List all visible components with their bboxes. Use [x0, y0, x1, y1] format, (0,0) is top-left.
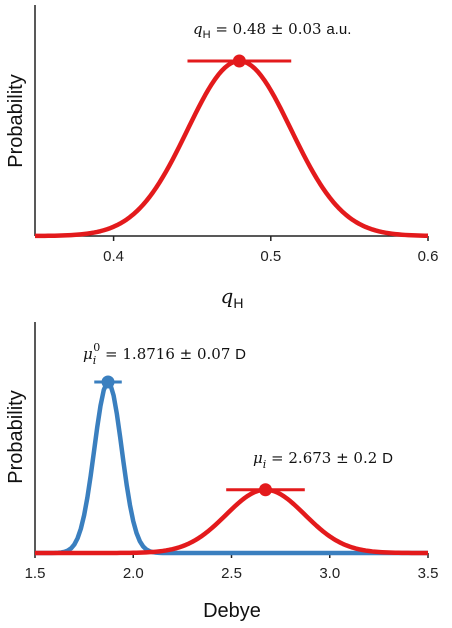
annotation-red-unit: D — [382, 450, 393, 467]
annotation-red-symbol: μ — [253, 449, 263, 467]
x-tick-label: 2.5 — [221, 565, 242, 582]
annotation-blue-value: = 1.8716 ± 0.07 — [100, 345, 235, 363]
annotation-red-value: = 2.673 ± 0.2 — [266, 449, 382, 467]
top-annotation-subscript: H — [203, 29, 211, 41]
top-annotation: qH = 0.48 ± 0.03 a.u. — [193, 20, 351, 41]
annotation-blue-superscript: 0 — [93, 341, 100, 354]
bottom-y-axis-title: Probability — [5, 390, 27, 483]
bottom-blue-mean-point — [101, 375, 115, 389]
x-tick-label: 3.5 — [418, 565, 439, 582]
top-annotation-value: = 0.48 ± 0.03 — [211, 20, 327, 38]
x-tick-label: 3.0 — [319, 565, 340, 582]
top-x-axis-symbol: q — [221, 284, 234, 308]
top-panel: 0.4 0.5 0.6 Probability qH qH = 0.48 ± 0.0… — [5, 5, 438, 311]
annotation-blue-subscript: i — [93, 354, 97, 367]
bottom-x-axis-title: Debye — [203, 600, 261, 622]
top-series-curve — [34, 58, 429, 239]
top-annotation-unit: a.u. — [326, 21, 351, 38]
bottom-annotation-red: μi = 2.673 ± 0.2 D — [253, 449, 393, 471]
bottom-annotation-blue: μi0 = 1.8716 ± 0.07 D — [83, 341, 246, 367]
bottom-x-tick-labels: 1.5 2.0 2.5 3.0 3.5 — [25, 565, 439, 582]
bottom-red-mean-point — [258, 483, 272, 497]
annotation-blue-unit: D — [235, 346, 246, 363]
bottom-series-blue-curve — [35, 380, 428, 556]
top-mean-point — [232, 54, 246, 68]
x-tick-label: 2.0 — [123, 565, 144, 582]
bottom-panel: 1.5 2.0 2.5 3.0 3.5 Probability Debye μi0 = … — [5, 322, 438, 622]
x-tick-label: 0.5 — [260, 248, 281, 265]
top-x-axis-subscript: H — [233, 295, 243, 311]
top-x-axis-title: qH — [221, 284, 244, 311]
bottom-series-red-curve — [35, 487, 429, 556]
top-x-tick-labels: 0.4 0.5 0.6 — [103, 248, 438, 265]
x-tick-label: 0.6 — [418, 248, 439, 265]
x-tick-label: 1.5 — [25, 565, 46, 582]
top-annotation-symbol: q — [193, 20, 203, 38]
x-tick-label: 0.4 — [103, 248, 124, 265]
top-x-ticks — [112, 236, 429, 241]
top-y-axis-title: Probability — [5, 74, 27, 167]
annotation-blue-symbol: μ — [83, 345, 93, 363]
annotation-red-subscript: i — [263, 458, 267, 471]
